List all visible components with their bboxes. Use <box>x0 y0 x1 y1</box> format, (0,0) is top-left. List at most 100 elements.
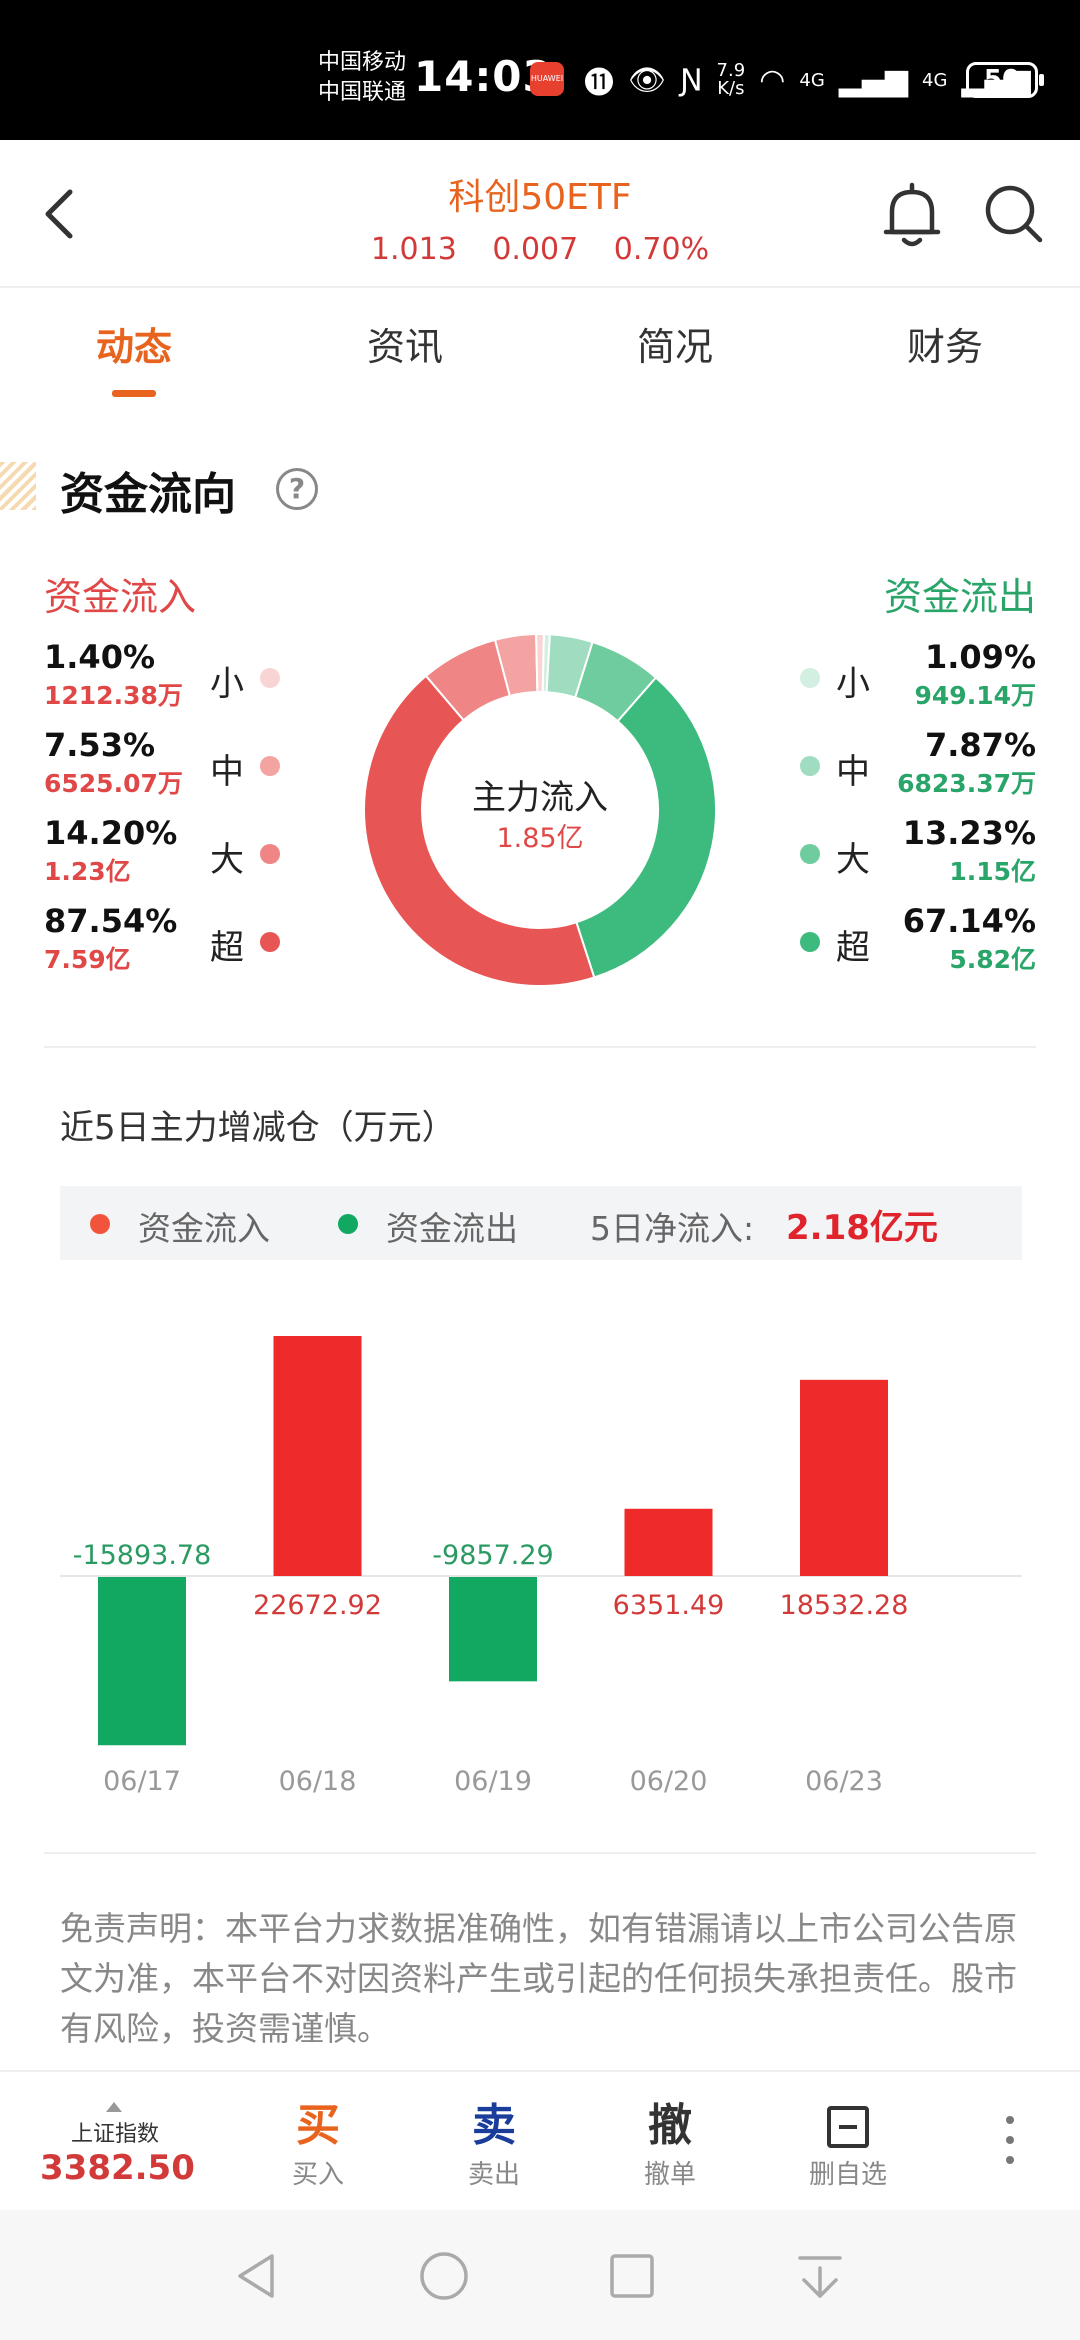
nav-home-icon[interactable] <box>418 2250 470 2302</box>
battery-icon: 50 <box>966 62 1044 98</box>
nfc-icon: Ɲ <box>680 62 703 98</box>
donut-inflow-slice-3 <box>363 674 596 987</box>
outflow-medium-dot <box>800 756 820 776</box>
inflow-super-pct: 87.54% <box>44 902 178 940</box>
bar-06/17 <box>98 1577 186 1746</box>
index-expand-icon[interactable] <box>106 2102 122 2112</box>
bottom-toolbar: 上证指数 3382.50 买 买入 卖 卖出 撤 撤单 删自选 <box>0 2070 1080 2210</box>
signal-1-label: 4G <box>799 69 825 91</box>
tab-dynamics[interactable]: 动态 <box>95 325 172 369</box>
bar-06/23 <box>800 1379 888 1576</box>
inflow-small-dot <box>260 668 280 688</box>
status-icons: ⓫ 👁 Ɲ 7.9 K/s ◠ 4G ▂▄▆ 4G ▂▄▆ <box>584 58 1031 102</box>
sell-icon: 卖 <box>472 2100 516 2151</box>
outflow-small-pct: 1.09% <box>924 638 1036 676</box>
inflow-medium-level: 中 <box>210 752 244 792</box>
legend-inflow-dot <box>90 1214 110 1234</box>
five-day-bar-chart: -15893.78 06/17 22672.92 06/18 -9857.29 06/19… <box>60 1336 1022 1797</box>
carrier-1: 中国移动 <box>318 50 407 75</box>
tab-finance[interactable]: 财务 <box>906 325 983 369</box>
status-bar: 中国移动 中国联通 14:03 HUAWEI ⓫ 👁 Ɲ 7.9 K/s ◠ 4… <box>0 0 1080 140</box>
cancel-order-label: 撤单 <box>643 2160 696 2190</box>
wifi-icon: ◠ <box>759 62 786 98</box>
nav-recents-icon[interactable] <box>606 2250 658 2302</box>
bar-value-label: -15893.78 <box>73 1540 212 1571</box>
donut-inflow-slice-0 <box>535 633 545 694</box>
section-decoration <box>0 462 36 510</box>
bar-chart-legend: 资金流入 资金流出 5日净流入: 2.18亿元 <box>60 1186 1022 1260</box>
bar-value-label: 6351.49 <box>613 1590 725 1621</box>
remove-watchlist-button[interactable]: 删自选 <box>778 2100 918 2191</box>
bell-icon[interactable] <box>880 182 944 252</box>
divider <box>44 1852 1036 1854</box>
inflow-small-pct: 1.40% <box>44 638 156 676</box>
bar-value-label: 22672.92 <box>253 1590 382 1621</box>
buy-label: 买入 <box>291 2160 344 2190</box>
status-time: 14:03 <box>414 52 553 101</box>
bar-06/19 <box>449 1577 537 1682</box>
network-speed: 7.9 K/s <box>717 62 746 98</box>
tab-news[interactable]: 资讯 <box>366 325 443 369</box>
outflow-super-amount: 5.82亿 <box>949 945 1036 974</box>
donut-outflow-slice-3 <box>575 676 717 979</box>
cancel-order-button[interactable]: 撤 撤单 <box>600 2100 740 2191</box>
outflow-row-large: 大 13.23% 1.15亿 <box>790 814 1036 902</box>
buy-button[interactable]: 买 买入 <box>248 2100 388 2191</box>
help-icon[interactable]: ? <box>276 468 318 510</box>
legend-inflow-label: 资金流入 <box>138 1209 270 1248</box>
inflow-super-dot <box>260 932 280 952</box>
index-label[interactable]: 上证指数 <box>70 2122 159 2147</box>
donut-center-title: 主力流入 <box>472 778 608 818</box>
outflow-large-dot <box>800 844 820 864</box>
x-tick-label: 06/19 <box>454 1766 532 1797</box>
back-arrow-icon[interactable] <box>40 184 80 244</box>
sell-label: 卖出 <box>467 2160 520 2190</box>
x-tick-label: 06/23 <box>805 1766 883 1797</box>
carrier-2: 中国联通 <box>318 80 407 105</box>
divider <box>44 1046 1036 1048</box>
signal-1-icon: ▂▄▆ <box>838 62 908 98</box>
header: 科创50ETF 1.013 0.007 0.70% <box>0 140 1080 288</box>
more-vertical-icon[interactable] <box>1004 2116 1016 2170</box>
inflow-large-level: 大 <box>210 840 244 880</box>
bar-chart-title: 近5日主力增减仓（万元） <box>60 1108 456 1148</box>
donut-center-value: 1.85亿 <box>496 823 584 854</box>
inflow-medium-amount: 6525.07万 <box>44 769 183 798</box>
nav-notification-icon[interactable] <box>794 2250 846 2302</box>
index-value[interactable]: 3382.50 <box>40 2148 195 2188</box>
carrier-info: 中国移动 中国联通 <box>318 48 406 108</box>
section-title: 资金流向 <box>60 469 236 520</box>
sell-button[interactable]: 卖 卖出 <box>424 2100 564 2191</box>
hd-call-icon: ⓫ <box>584 66 614 101</box>
inflow-large-dot <box>260 844 280 864</box>
outflow-row-small: 小 1.09% 949.14万 <box>790 638 1036 726</box>
inflow-large-pct: 14.20% <box>44 814 178 852</box>
inflow-super-amount: 7.59亿 <box>44 945 131 974</box>
x-tick-label: 06/17 <box>103 1766 181 1797</box>
tab-profile[interactable]: 简况 <box>636 325 713 369</box>
outflow-medium-amount: 6823.37万 <box>897 769 1036 798</box>
outflow-small-dot <box>800 668 820 688</box>
cancel-order-icon: 撤 <box>648 2100 692 2151</box>
legend-net-value: 2.18亿元 <box>786 1208 938 1248</box>
outflow-title: 资金流出 <box>883 575 1036 619</box>
inflow-super-level: 超 <box>210 928 244 968</box>
search-icon[interactable] <box>982 182 1046 246</box>
nav-back-icon[interactable] <box>232 2250 284 2302</box>
huawei-app-icon: HUAWEI <box>530 62 564 96</box>
inflow-row-large: 14.20% 1.23亿 大 <box>44 814 294 902</box>
bar-value-label: 18532.28 <box>780 1590 909 1621</box>
network-speed-value: 7.9 <box>716 60 746 81</box>
inflow-row-small: 1.40% 1212.38万 小 <box>44 638 294 726</box>
active-tab-indicator <box>112 390 156 397</box>
legend-outflow-dot <box>338 1214 358 1234</box>
page-title: 科创50ETF <box>448 177 632 218</box>
outflow-large-level: 大 <box>836 840 870 880</box>
system-nav-bar <box>0 2210 1080 2340</box>
inflow-row-super: 87.54% 7.59亿 超 <box>44 902 294 990</box>
buy-icon: 买 <box>296 2100 340 2151</box>
outflow-super-level: 超 <box>836 928 870 968</box>
capital-flow-donut <box>363 633 717 987</box>
bar-06/20 <box>624 1508 713 1576</box>
legend-net-label: 5日净流入: <box>590 1209 755 1248</box>
